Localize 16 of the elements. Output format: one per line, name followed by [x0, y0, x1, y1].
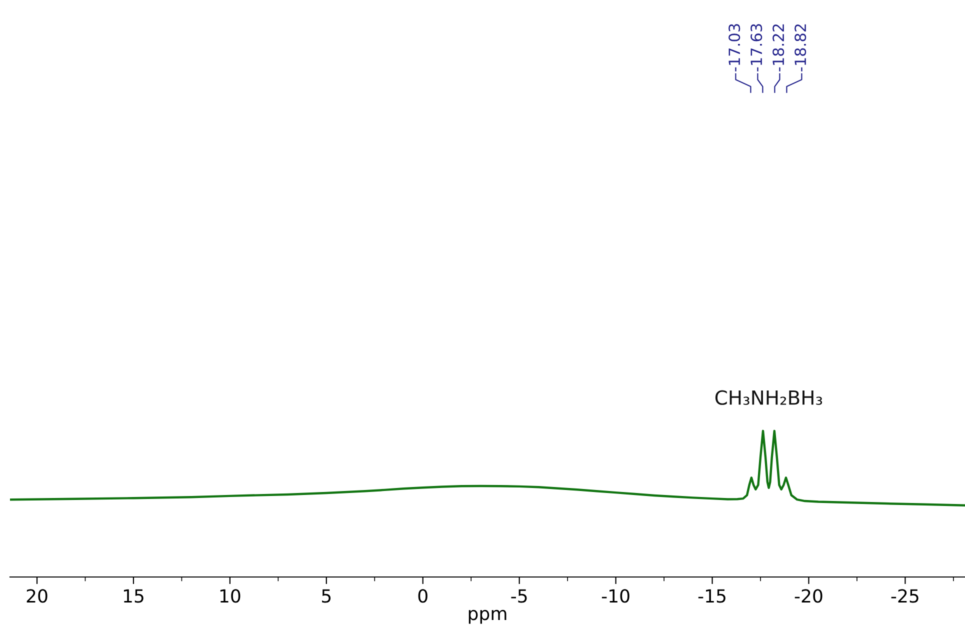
- text: -18.22: [772, 24, 784, 72]
- x-tick-label: -25: [891, 589, 918, 603]
- x-tick-label: 5: [322, 589, 331, 603]
- x-tick-label: -10: [602, 589, 630, 603]
- x-tick-label: -20: [794, 589, 822, 603]
- x-tick-label: 10: [220, 589, 240, 603]
- x-tick-label: 15: [124, 589, 144, 603]
- text: -18.82: [794, 24, 806, 72]
- text: CH₃NH₂BH₃: [715, 390, 822, 405]
- x-axis-title: ppm: [468, 610, 506, 624]
- x-tick-label: 20: [26, 589, 48, 603]
- x-tick-label: 0: [418, 589, 428, 603]
- text: -17.63: [750, 24, 762, 72]
- x-tick-label: -15: [698, 589, 726, 603]
- text: -17.03: [728, 24, 740, 72]
- x-tick-label: -5: [511, 589, 527, 603]
